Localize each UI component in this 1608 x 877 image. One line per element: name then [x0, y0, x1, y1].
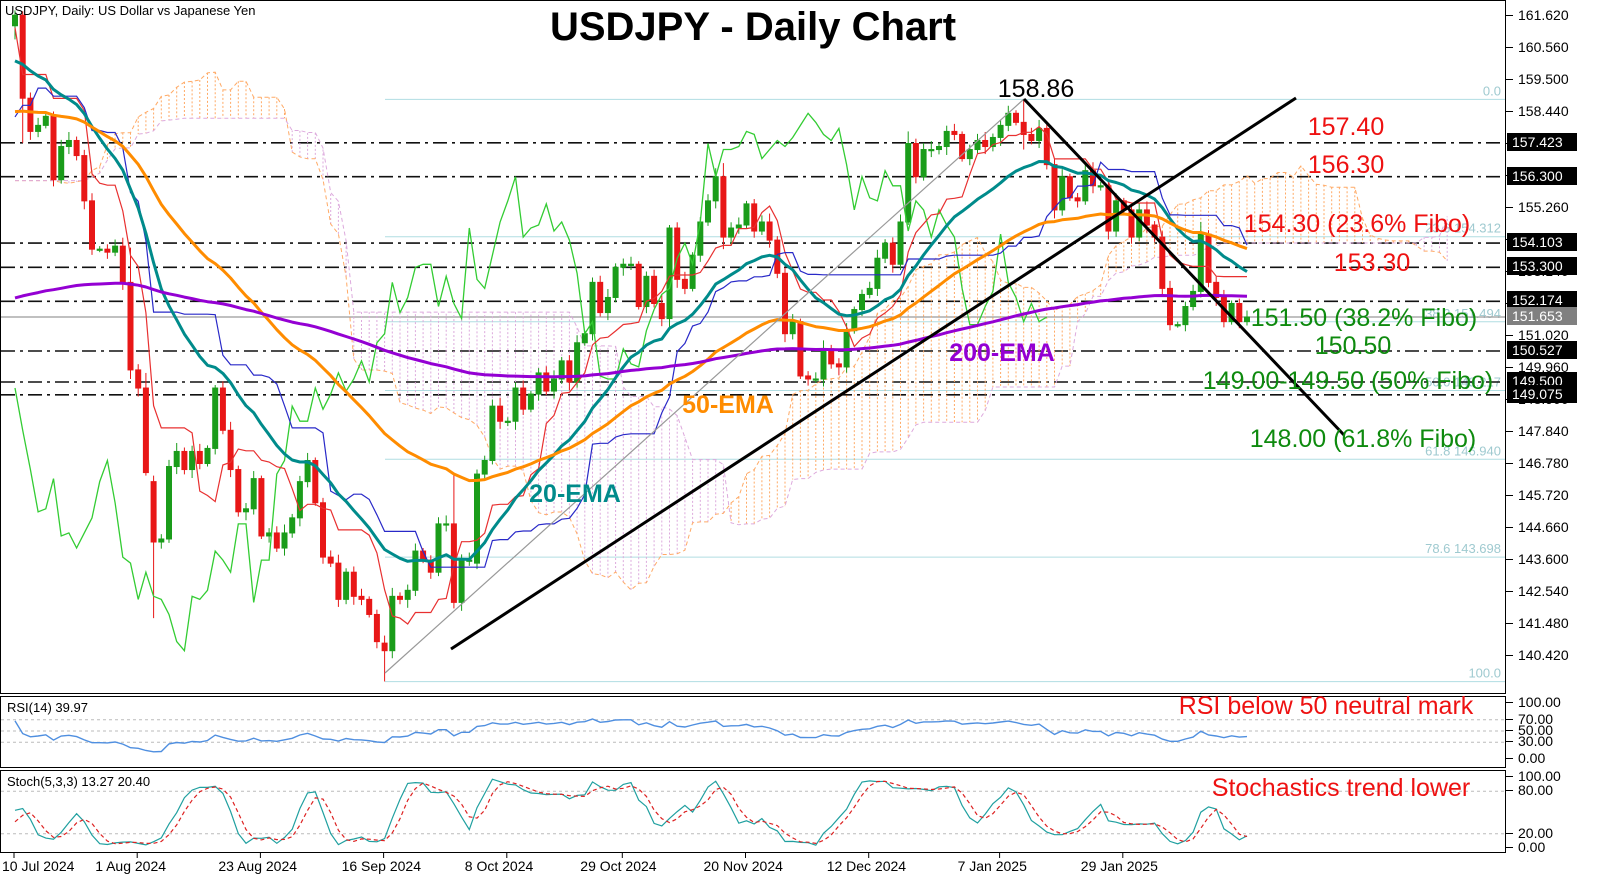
annotation-text: 50-EMA — [682, 391, 774, 419]
axis-tick-mark — [1506, 591, 1513, 593]
axis-tick-mark — [1506, 431, 1513, 433]
axis-tick-mark — [1506, 111, 1513, 113]
sr-price-badge: 154.103 — [1507, 233, 1577, 252]
price-tick-label: 147.840 — [1518, 423, 1569, 440]
price-tick-label: 143.600 — [1518, 551, 1569, 568]
sr-price-badge: 150.527 — [1507, 340, 1577, 359]
sr-price-badge: 149.075 — [1507, 384, 1577, 403]
axis-tick-mark — [1506, 832, 1513, 834]
axis-tick-mark — [1506, 15, 1513, 17]
axis-tick-mark — [1506, 655, 1513, 657]
date-tick-label: 7 Jan 2025 — [957, 858, 1027, 874]
rsi-canvas[interactable] — [1, 697, 1505, 767]
price-tick-label: 161.620 — [1518, 7, 1569, 24]
sr-price-badge: 156.300 — [1507, 166, 1577, 185]
rsi-indicator-label: RSI(14) 39.97 — [7, 700, 88, 715]
price-tick-label: 145.720 — [1518, 487, 1569, 504]
fibo-level-label: 0.0 — [1483, 83, 1501, 98]
stochastic-indicator-label: Stoch(5,3,3) 13.27 20.40 — [7, 774, 151, 789]
date-tick-label: 29 Jan 2025 — [1080, 858, 1158, 874]
fibo-level-label: 61.8 146.940 — [1425, 443, 1501, 458]
annotation-text: RSI below 50 neutral mark — [1178, 692, 1474, 720]
annotation-text: 153.30 — [1333, 249, 1411, 277]
annotation-text: 157.40 — [1307, 113, 1385, 141]
date-tick-label: 16 Sep 2024 — [341, 858, 421, 874]
price-axis[interactable]: 161.620160.560159.500158.440157.380156.3… — [1506, 0, 1608, 855]
stochastic-panel[interactable]: Stoch(5,3,3) 13.27 20.40 — [0, 770, 1506, 853]
price-tick-label: 151.020 — [1518, 327, 1569, 344]
date-tick-label: 23 Aug 2024 — [218, 858, 298, 874]
indicator-tick-label: 0.00 — [1518, 839, 1546, 855]
indicator-tick-label: 70.00 — [1518, 710, 1554, 727]
axis-tick-mark — [1506, 463, 1513, 465]
annotation-text: Stochastics trend lower — [1211, 774, 1471, 802]
main-chart-panel[interactable]: 0.0 23.6 154.312 38.2 151.494 50.0 149.217 6… — [0, 0, 1506, 694]
price-tick-label: 144.660 — [1518, 519, 1569, 536]
fibo-level-label: 78.6 143.698 — [1425, 541, 1501, 556]
annotation-text: 149.00-149.50 (50% Fibo) — [1202, 367, 1494, 395]
price-tick-label: 142.540 — [1518, 583, 1569, 600]
axis-tick-mark — [1506, 847, 1513, 848]
axis-tick-mark — [1506, 790, 1513, 792]
fibo-level-label: 23.6 154.312 — [1425, 221, 1501, 236]
date-tick-label: 12 Dec 2024 — [826, 858, 907, 874]
date-tick-label: 8 Oct 2024 — [464, 858, 534, 874]
axis-tick-mark — [1506, 79, 1513, 81]
axis-tick-mark — [1506, 335, 1513, 337]
chart-title: USDJPY - Daily Chart — [549, 5, 957, 49]
time-axis[interactable]: 10 Jul 2024 1 Aug 2024 23 Aug 2024 16 Sep 2… — [0, 853, 1608, 877]
date-tick-label: 29 Oct 2024 — [580, 858, 657, 874]
rsi-panel[interactable]: RSI(14) 39.97 — [0, 696, 1506, 768]
indicator-tick-label: 80.00 — [1518, 782, 1554, 799]
symbol-label: USDJPY, Daily: US Dollar vs Japanese Yen — [5, 3, 256, 18]
axis-tick-mark — [1506, 207, 1513, 209]
date-tick-label: 10 Jul 2024 — [2, 858, 75, 874]
axis-tick-mark — [1506, 730, 1513, 731]
price-tick-label: 141.480 — [1518, 615, 1569, 632]
stochastic-canvas[interactable] — [1, 771, 1505, 852]
indicator-tick-label: 100.00 — [1518, 768, 1561, 784]
indicator-tick-label: 30.00 — [1518, 733, 1554, 750]
indicator-tick-label: 100.00 — [1518, 694, 1561, 710]
axis-tick-mark — [1506, 527, 1513, 529]
axis-tick-mark — [1506, 47, 1513, 49]
axis-tick-mark — [1506, 702, 1513, 703]
annotation-text: 150.50 — [1314, 332, 1392, 360]
current-price-badge: 151.653 — [1507, 306, 1577, 325]
price-tick-label: 159.500 — [1518, 71, 1569, 88]
axis-tick-mark — [1506, 559, 1513, 561]
price-tick-label: 158.440 — [1518, 103, 1569, 120]
sr-price-badge: 157.423 — [1507, 132, 1577, 151]
annotation-text: 156.30 — [1307, 151, 1385, 179]
annotation-text: 158.86 — [997, 75, 1075, 103]
axis-tick-mark — [1506, 367, 1513, 369]
time-axis-ticks — [13, 853, 1124, 858]
indicator-tick-label: 0.00 — [1518, 750, 1546, 766]
date-tick-label: 20 Nov 2024 — [703, 858, 783, 874]
axis-tick-mark — [1506, 776, 1513, 777]
sr-price-badge: 153.300 — [1507, 257, 1577, 276]
annotation-text: 200-EMA — [949, 339, 1055, 367]
annotation-text: 148.00 (61.8% Fibo) — [1249, 425, 1477, 453]
price-tick-label: 149.960 — [1518, 359, 1569, 376]
price-tick-label: 146.780 — [1518, 455, 1569, 472]
price-tick-label: 160.560 — [1518, 39, 1569, 56]
axis-tick-mark — [1506, 495, 1513, 497]
price-tick-label: 140.420 — [1518, 647, 1569, 664]
annotation-text: 154.30 (23.6% Fibo) — [1243, 210, 1471, 238]
axis-tick-mark — [1506, 758, 1513, 759]
indicator-tick-label: 50.00 — [1518, 722, 1554, 738]
date-tick-label: 1 Aug 2024 — [95, 858, 167, 874]
indicator-tick-label: 20.00 — [1518, 824, 1554, 841]
axis-tick-mark — [1506, 623, 1513, 625]
fibo-level-label: 100.0 — [1468, 666, 1501, 681]
annotation-text: 151.50 (38.2% Fibo) — [1250, 304, 1478, 332]
sr-price-badge: 152.174 — [1507, 291, 1577, 310]
axis-tick-mark — [1506, 718, 1513, 720]
price-tick-label: 155.260 — [1518, 199, 1569, 216]
axis-tick-mark — [1506, 741, 1513, 743]
annotation-text: 20-EMA — [529, 480, 621, 508]
